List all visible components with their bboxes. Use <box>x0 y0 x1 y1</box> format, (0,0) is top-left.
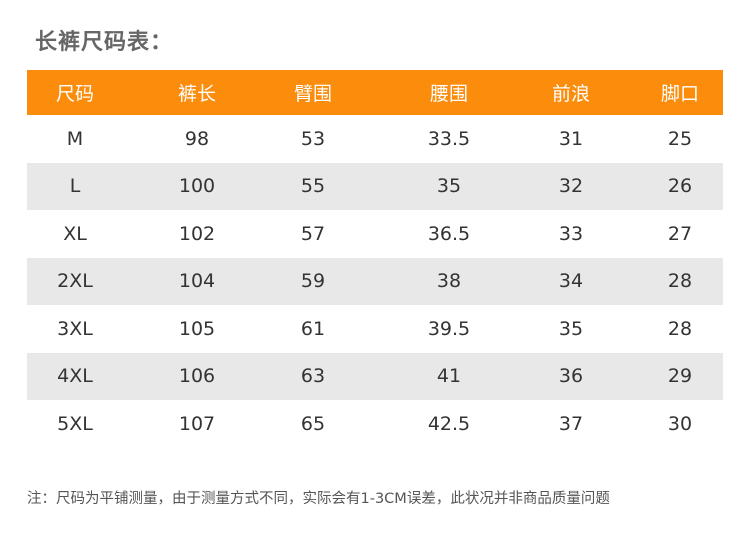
table-cell: 28 <box>667 270 693 293</box>
header-cell: 臂围 <box>293 83 332 105</box>
table-cell: 4XL <box>57 365 93 388</box>
table-cell: 55 <box>300 175 326 198</box>
table-cell: 98 <box>184 127 210 150</box>
table-cell: 37 <box>558 412 584 435</box>
header-cell: 前浪 <box>551 83 590 105</box>
header-cell: 尺码 <box>55 83 94 105</box>
table-cell: 102 <box>178 222 216 245</box>
table-cell: 32 <box>558 175 584 198</box>
table-cell: 35 <box>558 317 584 340</box>
table-cell: 31 <box>558 127 584 150</box>
table-cell: 53 <box>300 127 326 150</box>
table-cell: 25 <box>667 127 693 150</box>
table-cell: 42.5 <box>427 412 471 435</box>
header-cell: 裤长 <box>177 83 216 105</box>
table-cell: 41 <box>436 365 462 388</box>
table-cell: 2XL <box>57 270 93 293</box>
table-cell: 35 <box>436 175 462 198</box>
table-header: 尺码 裤长 臂围 腰围 前浪 脚口 <box>27 70 723 115</box>
title: 长裤尺码表： <box>35 30 174 55</box>
table-cell: 28 <box>667 317 693 340</box>
table-cell: 27 <box>667 222 693 245</box>
table-cell: 5XL <box>57 412 93 435</box>
table-cell: L <box>69 175 81 198</box>
header-cell: 脚口 <box>660 83 699 105</box>
table-cell: 38 <box>436 270 462 293</box>
table-cell: 26 <box>667 175 693 198</box>
size-table: 尺码 裤长 臂围 腰围 前浪 脚口 M 98 53 33.5 31 25 L 100 55 35 32 26 XL 1… <box>27 70 723 448</box>
table-row: XL 102 57 36.5 33 27 <box>27 210 723 258</box>
table-cell: 36.5 <box>427 222 471 245</box>
table-cell: 61 <box>300 317 326 340</box>
table-cell: 104 <box>178 270 216 293</box>
table-cell: 29 <box>667 365 693 388</box>
table-cell: 59 <box>300 270 326 293</box>
table-cell: 100 <box>178 175 216 198</box>
table-cell: 39.5 <box>427 317 471 340</box>
table-row: M 98 53 33.5 31 25 <box>27 115 723 163</box>
table-cell: 30 <box>667 412 693 435</box>
table-cell: 107 <box>178 412 216 435</box>
table-cell: 3XL <box>57 317 93 340</box>
table-cell: 34 <box>558 270 584 293</box>
table-cell: 33.5 <box>427 127 471 150</box>
table-cell: 33 <box>558 222 584 245</box>
table-row: 4XL 106 63 41 36 29 <box>27 352 723 400</box>
table-row: 3XL 105 61 39.5 35 28 <box>27 305 723 353</box>
table-row: L 100 55 35 32 26 <box>27 162 723 210</box>
table-cell: 57 <box>300 222 326 245</box>
note: 注：尺码为平铺测量，由于测量方式不同，实际会有1-3CM误差，此状况并非商品质量… <box>27 491 610 507</box>
table-cell: 106 <box>178 365 216 388</box>
table-cell: XL <box>63 222 87 245</box>
table-cell: 105 <box>178 317 216 340</box>
table-row: 2XL 104 59 38 34 28 <box>27 257 723 305</box>
table-row: 5XL 107 65 42.5 37 30 <box>27 400 723 448</box>
table-cell: 63 <box>300 365 326 388</box>
table-cell: M <box>66 127 84 150</box>
table-cell: 65 <box>300 412 326 435</box>
header-cell: 腰围 <box>429 83 468 105</box>
table-cell: 36 <box>558 365 584 388</box>
